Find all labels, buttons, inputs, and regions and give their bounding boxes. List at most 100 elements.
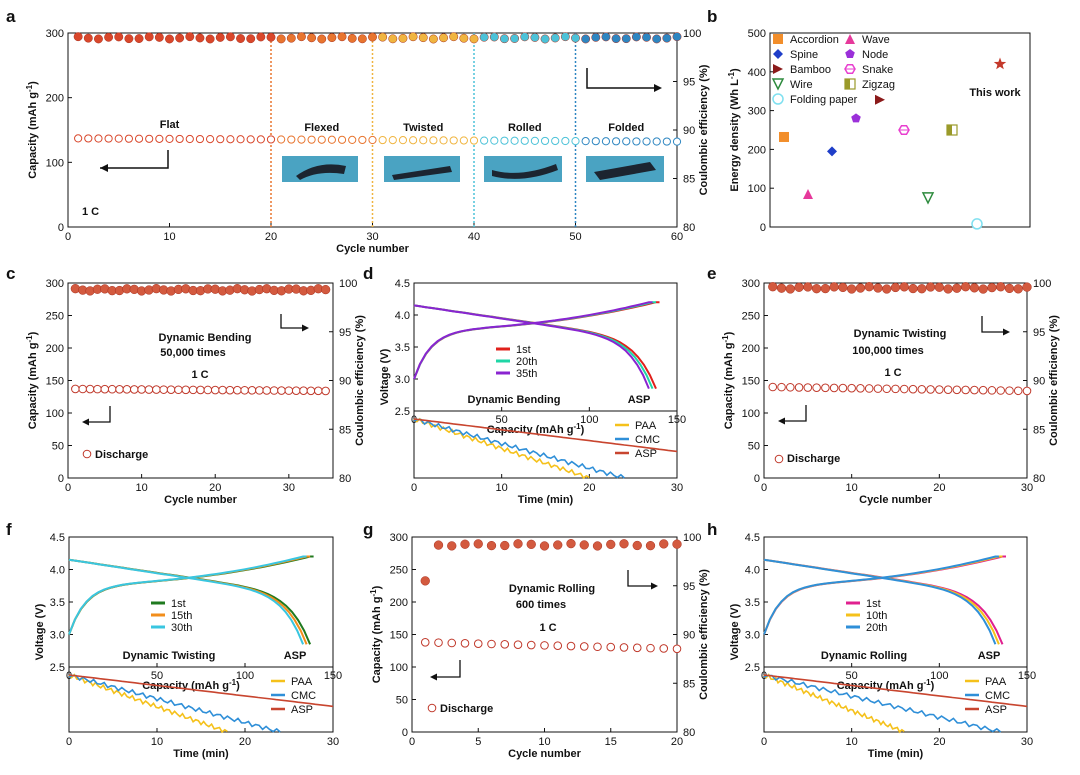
x-tick-label: 5 — [475, 736, 481, 748]
ce-point — [530, 33, 540, 42]
x-tick-label: 100 — [236, 670, 254, 682]
capacity-point — [226, 135, 235, 144]
ce-point — [486, 540, 497, 551]
legend-label: PAA — [985, 676, 1007, 688]
discharge-curve — [68, 558, 305, 645]
ce-point — [978, 284, 988, 294]
capacity-point — [439, 136, 448, 145]
capacity-point — [459, 136, 468, 145]
capacity-point — [307, 135, 316, 144]
x-tick-label: 0 — [411, 482, 417, 494]
y-tick-label: 3.0 — [50, 630, 65, 642]
capacity-point — [652, 137, 661, 146]
rate-label: 1 C — [884, 367, 901, 379]
capacity-point — [195, 134, 205, 144]
panel-f: 2.5 3.0 3.5 4.0 4.5 0 50 100 150 Capacity (mAh g-… — [34, 532, 342, 760]
y-tick-label: 3.5 — [395, 342, 410, 354]
capacity-point — [210, 385, 220, 395]
legend-label: 20th — [516, 356, 537, 368]
discharge-curve — [413, 304, 650, 389]
y-tick-label: 150 — [390, 630, 408, 642]
legend-label: Discharge — [95, 449, 148, 461]
upper-frame — [763, 536, 1028, 668]
legend-marker-fill — [845, 79, 850, 89]
right-arrow — [981, 316, 1004, 333]
ce-point — [94, 34, 103, 44]
cell-photo-shape — [492, 164, 558, 179]
legend-label: Node — [862, 49, 888, 61]
left-arrowhead — [100, 164, 108, 172]
chart-subtitle: 600 times — [516, 599, 566, 611]
capacity-point — [85, 384, 95, 394]
y2-tick-label: 100 — [683, 28, 701, 40]
y-tick-label: 0 — [760, 222, 766, 234]
capacity-point — [768, 382, 778, 392]
time-series-line — [68, 674, 334, 708]
capacity-point — [218, 385, 227, 395]
capacity-point — [196, 385, 205, 395]
chart-title: Dynamic Bending — [468, 394, 561, 406]
x-tick-label: 100 — [580, 414, 598, 426]
capacity-point — [107, 384, 117, 394]
ce-point — [776, 283, 787, 293]
chart-title: Dynamic Rolling — [821, 650, 907, 662]
time-series-line — [413, 418, 678, 453]
y-tick-label: 4.0 — [395, 310, 410, 322]
panel-label-b: b — [707, 7, 717, 26]
y-tick-label: 3.0 — [745, 630, 760, 642]
x-tick-label: 10 — [496, 482, 508, 494]
capacity-point — [473, 639, 483, 648]
right-arrow — [627, 570, 652, 587]
x-tick-label: 30 — [671, 482, 683, 494]
ce-point — [960, 282, 971, 292]
ce-point — [908, 283, 918, 294]
legend-label: 35th — [516, 368, 537, 380]
capacity-point — [821, 383, 830, 393]
left-arrow — [100, 150, 169, 169]
this-work-label: This work — [969, 87, 1021, 99]
capacity-point — [144, 385, 154, 394]
ce-point — [847, 284, 857, 294]
y-tick-label: 4.5 — [745, 532, 760, 544]
capacity-point — [571, 136, 580, 146]
capacity-point — [500, 136, 509, 145]
ce-point — [943, 284, 953, 294]
panel-g: 0 5 10 15 2005010015020025030080859095100Cyc… — [369, 532, 710, 760]
x-axis-label: Time (min) — [173, 748, 229, 760]
ce-point — [114, 32, 124, 42]
x-tick-label: 150 — [324, 670, 342, 682]
y2-tick-label: 80 — [339, 473, 351, 485]
capacity-point — [447, 638, 457, 648]
y-tick-label: 300 — [390, 532, 408, 544]
legend-label: Discharge — [440, 703, 493, 715]
y2-tick-label: 95 — [683, 77, 695, 89]
ce-point — [520, 32, 530, 42]
capacity-point — [917, 384, 927, 394]
y-axis-label: Capacity (mAh g-1) — [369, 585, 383, 683]
ce-point — [449, 32, 459, 42]
y-tick-label: 2.5 — [745, 662, 760, 674]
left-arrow — [88, 406, 111, 423]
y-tick-label: 200 — [742, 343, 760, 355]
capacity-point — [93, 384, 102, 394]
capacity-point — [487, 639, 496, 649]
y-tick-label: 4.0 — [745, 565, 760, 577]
capacity-point — [672, 137, 682, 146]
time-series-line — [68, 674, 281, 733]
ce-point — [606, 539, 616, 550]
capacity-point — [449, 136, 458, 145]
capacity-point — [321, 386, 330, 396]
capacity-point — [601, 137, 611, 146]
capacity-point — [786, 382, 795, 392]
ce-point — [489, 32, 499, 42]
ce-point — [899, 282, 909, 292]
capacity-point — [526, 640, 536, 650]
capacity-point — [256, 135, 265, 144]
panel-label-g: g — [363, 520, 373, 539]
capacity-point — [225, 385, 235, 395]
ce-point — [969, 283, 980, 293]
x-axis-label: Cycle number — [336, 243, 409, 255]
ce-point — [420, 576, 430, 586]
y-tick-label: 4.0 — [50, 565, 65, 577]
legend-label: 1st — [866, 598, 881, 610]
